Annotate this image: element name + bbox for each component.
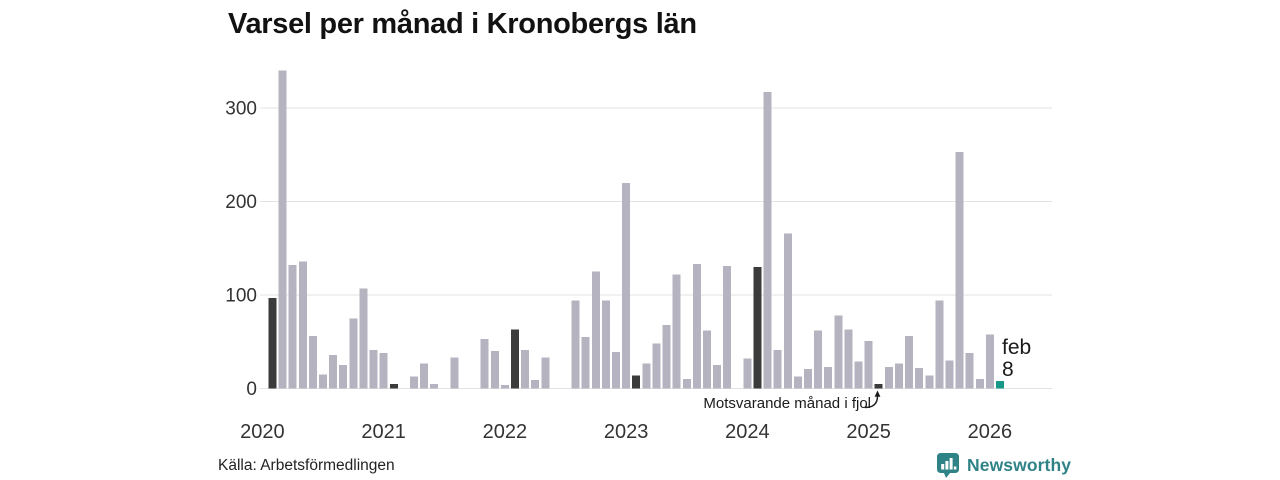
bar-2023-07 [682, 379, 691, 389]
bar-2020-02 [268, 297, 277, 389]
bar-2022-10 [591, 271, 600, 389]
bar-2023-08 [692, 264, 701, 389]
bar-2021-04 [409, 376, 418, 389]
y-tick-label-300: 300 [225, 99, 257, 120]
bar-2020-08 [329, 354, 338, 389]
y-tick-label-100: 100 [225, 286, 257, 307]
bar-2021-06 [430, 383, 439, 389]
bar-2020-06 [308, 336, 317, 389]
bar-2025-12 [975, 379, 984, 389]
bar-2024-11 [844, 329, 853, 389]
bar-2022-04 [531, 380, 540, 389]
y-tick-label-200: 200 [225, 192, 257, 213]
bar-2022-03 [521, 350, 530, 389]
bar-2026-01 [985, 334, 994, 389]
bar-2023-03 [642, 363, 651, 389]
bar-2023-01 [622, 182, 631, 389]
bar-2023-11 [723, 266, 732, 389]
x-tick-label-2021: 2021 [361, 421, 406, 443]
bar-2023-05 [662, 324, 671, 389]
chart-title: Varsel per månad i Kronobergs län [228, 8, 697, 40]
newsworthy-branding[interactable]: Newsworthy [936, 452, 1071, 478]
bar-2023-06 [672, 274, 681, 389]
bar-2021-08 [450, 357, 459, 389]
current-month-value: 8 [1002, 358, 1014, 381]
x-tick-label-2025: 2025 [846, 421, 891, 443]
bar-2021-12 [490, 351, 499, 389]
bar-2021-01 [379, 352, 388, 389]
bar-2020-11 [359, 288, 368, 389]
bar-2020-10 [349, 318, 358, 389]
bar-2022-01 [500, 384, 509, 389]
bar-2024-05 [783, 233, 792, 389]
bar-2023-04 [652, 343, 661, 389]
x-tick-label-2022: 2022 [483, 421, 528, 443]
bar-2024-04 [773, 350, 782, 389]
bar-2024-12 [854, 361, 863, 389]
bar-2025-04 [894, 363, 903, 389]
bar-2024-07 [804, 368, 813, 389]
bar-2025-05 [905, 336, 914, 389]
bar-2022-08 [571, 300, 580, 389]
bar-2022-02 [511, 329, 519, 389]
source-caption: Källa: Arbetsförmedlingen [218, 457, 395, 474]
bar-2023-09 [702, 330, 711, 389]
bar-2024-10 [834, 315, 843, 389]
bar-2020-12 [369, 350, 378, 389]
bar-2022-12 [612, 352, 621, 389]
current-month-name: feb [1002, 336, 1032, 359]
bar-2025-06 [915, 367, 924, 389]
bar-2022-05 [541, 357, 550, 389]
x-tick-label-2026: 2026 [968, 421, 1013, 443]
annotation-arrow-icon [864, 390, 881, 409]
bar-2024-09 [824, 367, 833, 389]
x-tick-label-2020: 2020 [240, 421, 285, 443]
x-tick-label-2024: 2024 [725, 421, 770, 443]
bar-2024-03 [763, 92, 772, 389]
bar-2024-06 [793, 376, 802, 389]
bar-2025-11 [965, 352, 974, 389]
current-month-label: feb 8 [1002, 337, 1031, 381]
bar-2022-09 [581, 337, 590, 389]
bar-2020-07 [319, 374, 328, 389]
bar-2026-02 [995, 381, 1004, 389]
bar-2025-02 [874, 383, 883, 389]
x-tick-label-2023: 2023 [604, 421, 649, 443]
bar-2020-09 [339, 365, 348, 389]
newsworthy-logo-icon [937, 453, 959, 478]
bar-2020-05 [298, 261, 307, 389]
bar-2021-05 [420, 363, 429, 389]
annotation-same-month-last-year: Motsvarande månad i fjol [703, 395, 871, 412]
newsworthy-logo-text: Newsworthy [967, 454, 1072, 475]
bar-2024-08 [814, 330, 823, 389]
bar-2023-02 [632, 375, 641, 389]
bar-2024-02 [753, 266, 762, 389]
bar-2025-03 [884, 367, 893, 389]
bar-2020-04 [288, 265, 297, 389]
bar-2024-01 [743, 358, 752, 389]
bar-2025-08 [935, 300, 944, 389]
bar-2025-07 [925, 375, 934, 389]
bar-2025-09 [945, 360, 954, 389]
bar-2022-11 [601, 300, 610, 389]
bar-2023-10 [713, 365, 722, 389]
bar-2021-02 [389, 383, 398, 389]
y-tick-label-0: 0 [246, 379, 257, 400]
bar-2020-03 [278, 70, 287, 389]
bar-2025-01 [864, 340, 873, 389]
bar-2021-11 [480, 338, 489, 389]
bar-2025-10 [955, 151, 964, 389]
